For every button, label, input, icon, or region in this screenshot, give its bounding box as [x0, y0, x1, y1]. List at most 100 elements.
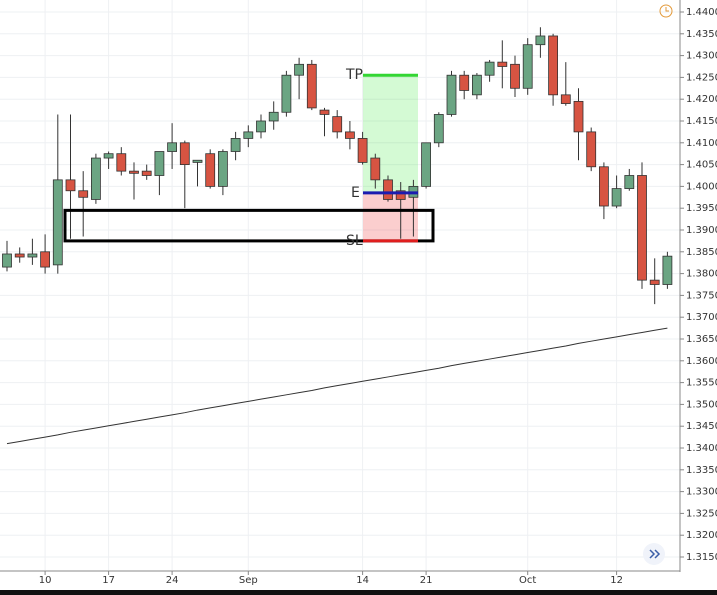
- candle-body: [78, 190, 89, 198]
- candle-body: [510, 63, 520, 89]
- candle-body: [154, 151, 165, 176]
- candle-body: [167, 142, 178, 152]
- y-tick-label: 1.42500: [686, 72, 717, 83]
- y-tick-label: 1.33000: [686, 487, 717, 498]
- candle-body: [560, 94, 571, 104]
- candle-body: [116, 153, 127, 172]
- candle-body: [433, 114, 444, 144]
- candle-body: [243, 131, 254, 139]
- candle-body: [586, 131, 597, 168]
- x-tick-label: 10: [39, 575, 52, 586]
- y-tick-label: 1.43500: [686, 29, 717, 40]
- candle-body: [192, 159, 203, 163]
- candle-body: [40, 251, 50, 268]
- candle-body: [129, 170, 139, 174]
- clock-icon[interactable]: [659, 4, 673, 18]
- x-tick-label: 24: [166, 575, 179, 586]
- y-tick-label: 1.41500: [686, 116, 717, 127]
- candle-body: [256, 120, 266, 133]
- candle-body: [395, 190, 406, 200]
- candle-body: [103, 153, 114, 159]
- x-tick-label: 17: [102, 575, 115, 586]
- x-tick-label: Oct: [519, 575, 536, 586]
- y-tick-label: 1.34000: [686, 443, 717, 454]
- y-tick-label: 1.32000: [686, 530, 717, 541]
- candle-body: [522, 44, 533, 89]
- candle-body: [281, 74, 292, 113]
- bottom-edge: [0, 590, 717, 595]
- plot: TP E SL: [2, 27, 673, 445]
- candle-body: [484, 61, 495, 76]
- candle-body: [357, 138, 368, 163]
- candle-body: [649, 279, 660, 285]
- y-tick-label: 1.40500: [686, 160, 717, 171]
- candle-body: [2, 253, 12, 268]
- candle-body: [332, 116, 343, 133]
- candle-body: [217, 151, 228, 187]
- grid: [0, 0, 680, 570]
- candle-body: [370, 157, 381, 181]
- y-tick-label: 1.36500: [686, 334, 717, 345]
- y-tick-label: 1.31500: [686, 552, 717, 563]
- candle-body: [268, 111, 279, 122]
- candle-body: [383, 179, 393, 200]
- candle-body: [459, 74, 470, 91]
- scroll-icon: [649, 549, 661, 559]
- x-tick-label: 21: [420, 575, 433, 586]
- y-tick-label: 1.35000: [686, 399, 717, 410]
- y-tick-label: 1.34500: [686, 421, 717, 432]
- y-tick-label: 1.38500: [686, 247, 717, 258]
- candle-body: [535, 35, 546, 46]
- candle-body: [294, 63, 305, 76]
- x-tick-label: 12: [610, 575, 623, 586]
- y-tick-label: 1.38000: [686, 269, 717, 280]
- candle-body: [319, 109, 330, 115]
- candle-body: [624, 175, 635, 189]
- y-tick-label: 1.35500: [686, 378, 717, 389]
- candle-body: [446, 74, 457, 115]
- candle-body: [14, 253, 25, 258]
- y-tick-label: 1.41000: [686, 138, 717, 149]
- candle-body: [611, 188, 622, 207]
- y-tick-label: 1.32500: [686, 508, 717, 519]
- candle-body: [471, 74, 482, 96]
- y-tick-label: 1.43000: [686, 51, 717, 62]
- level-label: E: [351, 185, 360, 201]
- candle-body: [662, 255, 673, 285]
- candle-body: [205, 153, 216, 187]
- x-tick-label: Sep: [239, 575, 258, 586]
- y-tick-label: 1.39500: [686, 203, 717, 214]
- candle-body: [52, 179, 63, 266]
- y-tick-label: 1.40000: [686, 181, 717, 192]
- candle-body: [179, 142, 190, 165]
- clock-hands: [665, 7, 669, 12]
- y-tick-label: 1.36000: [686, 356, 717, 367]
- candle-body: [27, 253, 38, 258]
- candle-body: [141, 170, 152, 176]
- candle-body: [344, 131, 355, 139]
- y-tick-label: 1.37500: [686, 290, 717, 301]
- candle-body: [230, 138, 241, 152]
- y-tick-label: 1.44000: [686, 7, 717, 18]
- candle-body: [91, 157, 101, 200]
- candle-body: [306, 63, 317, 109]
- candle-body: [65, 179, 76, 192]
- y-tick-label: 1.39000: [686, 225, 717, 236]
- level-label: TP: [345, 67, 363, 83]
- candle-body: [421, 142, 432, 187]
- level-label: SL: [346, 233, 363, 249]
- candle-body: [497, 61, 508, 67]
- y-tick-label: 1.33500: [686, 465, 717, 476]
- y-tick-label: 1.42000: [686, 94, 717, 105]
- candle-body: [637, 175, 647, 281]
- candle-body: [599, 166, 609, 207]
- moving-average: [6, 327, 668, 445]
- support-zone: [63, 208, 435, 243]
- loss-zone: [363, 192, 418, 241]
- y-tick-label: 1.37000: [686, 312, 717, 323]
- x-tick-label: 14: [356, 575, 369, 586]
- candle-body: [548, 35, 558, 96]
- candle-body: [573, 100, 584, 133]
